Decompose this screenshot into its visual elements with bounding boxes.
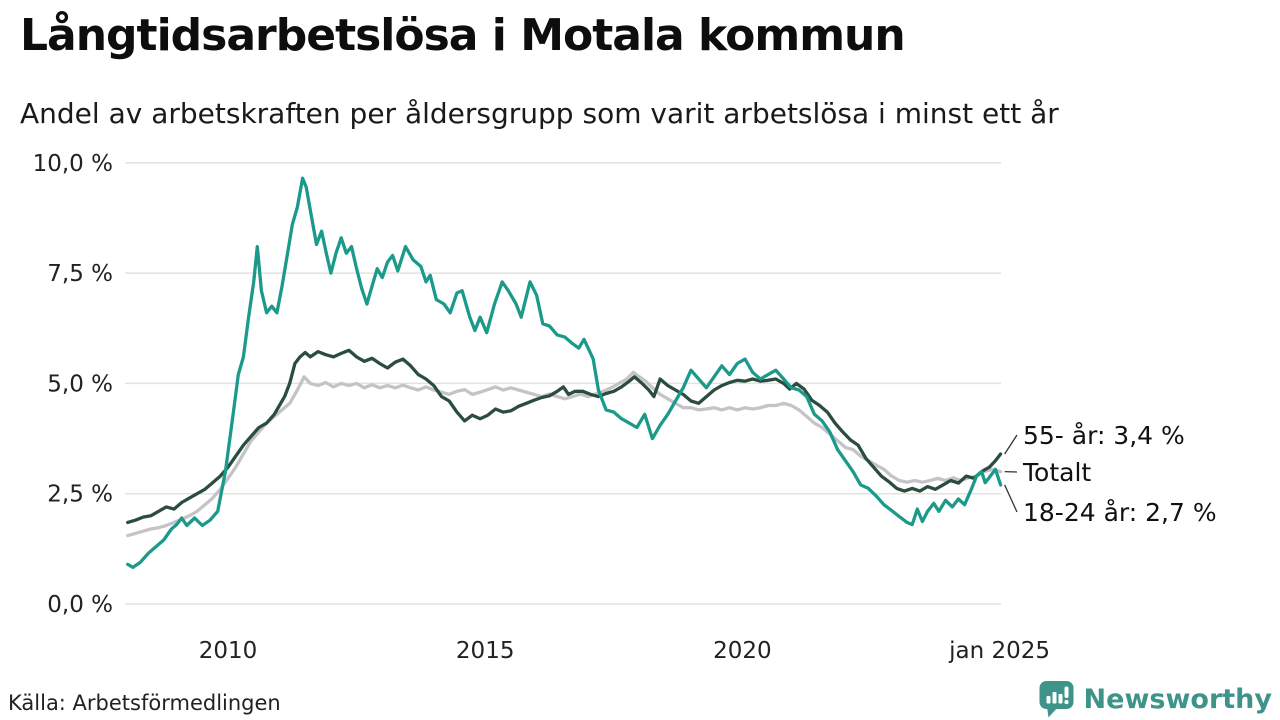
series-end-label: Totalt [1022, 458, 1091, 487]
annotation-connector [1004, 484, 1018, 513]
annotation-connector [1004, 434, 1018, 455]
y-tick-label: 10,0 % [33, 151, 113, 177]
x-tick-label: jan 2025 [948, 638, 1050, 664]
source-caption: Källa: Arbetsförmedlingen [8, 691, 281, 715]
newsworthy-wordmark: Newsworthy [1083, 683, 1272, 715]
y-tick-label: 2,5 % [47, 482, 113, 508]
series-line-Totalt [126, 370, 1003, 538]
newsworthy-chart-bubble-icon [1039, 681, 1074, 718]
y-tick-label: 0,0 % [47, 592, 113, 618]
page-subtitle: Andel av arbetskraften per åldersgrupp s… [20, 97, 1059, 130]
page-title: Långtidsarbetslösa i Motala kommun [20, 10, 906, 61]
series-end-label: 18-24 år: 2,7 % [1023, 498, 1217, 527]
x-tick-label: 2020 [713, 638, 772, 664]
y-tick-label: 7,5 % [47, 261, 113, 287]
x-tick-label: 2015 [456, 638, 515, 664]
series-line-55- år [126, 348, 1003, 525]
series-end-label: 55- år: 3,4 % [1023, 421, 1185, 450]
y-tick-label: 5,0 % [47, 371, 113, 397]
x-tick-label: 2010 [199, 638, 258, 664]
newsworthy-logo: Newsworthy [1038, 680, 1272, 718]
series-line-18-24 år [126, 176, 1003, 570]
